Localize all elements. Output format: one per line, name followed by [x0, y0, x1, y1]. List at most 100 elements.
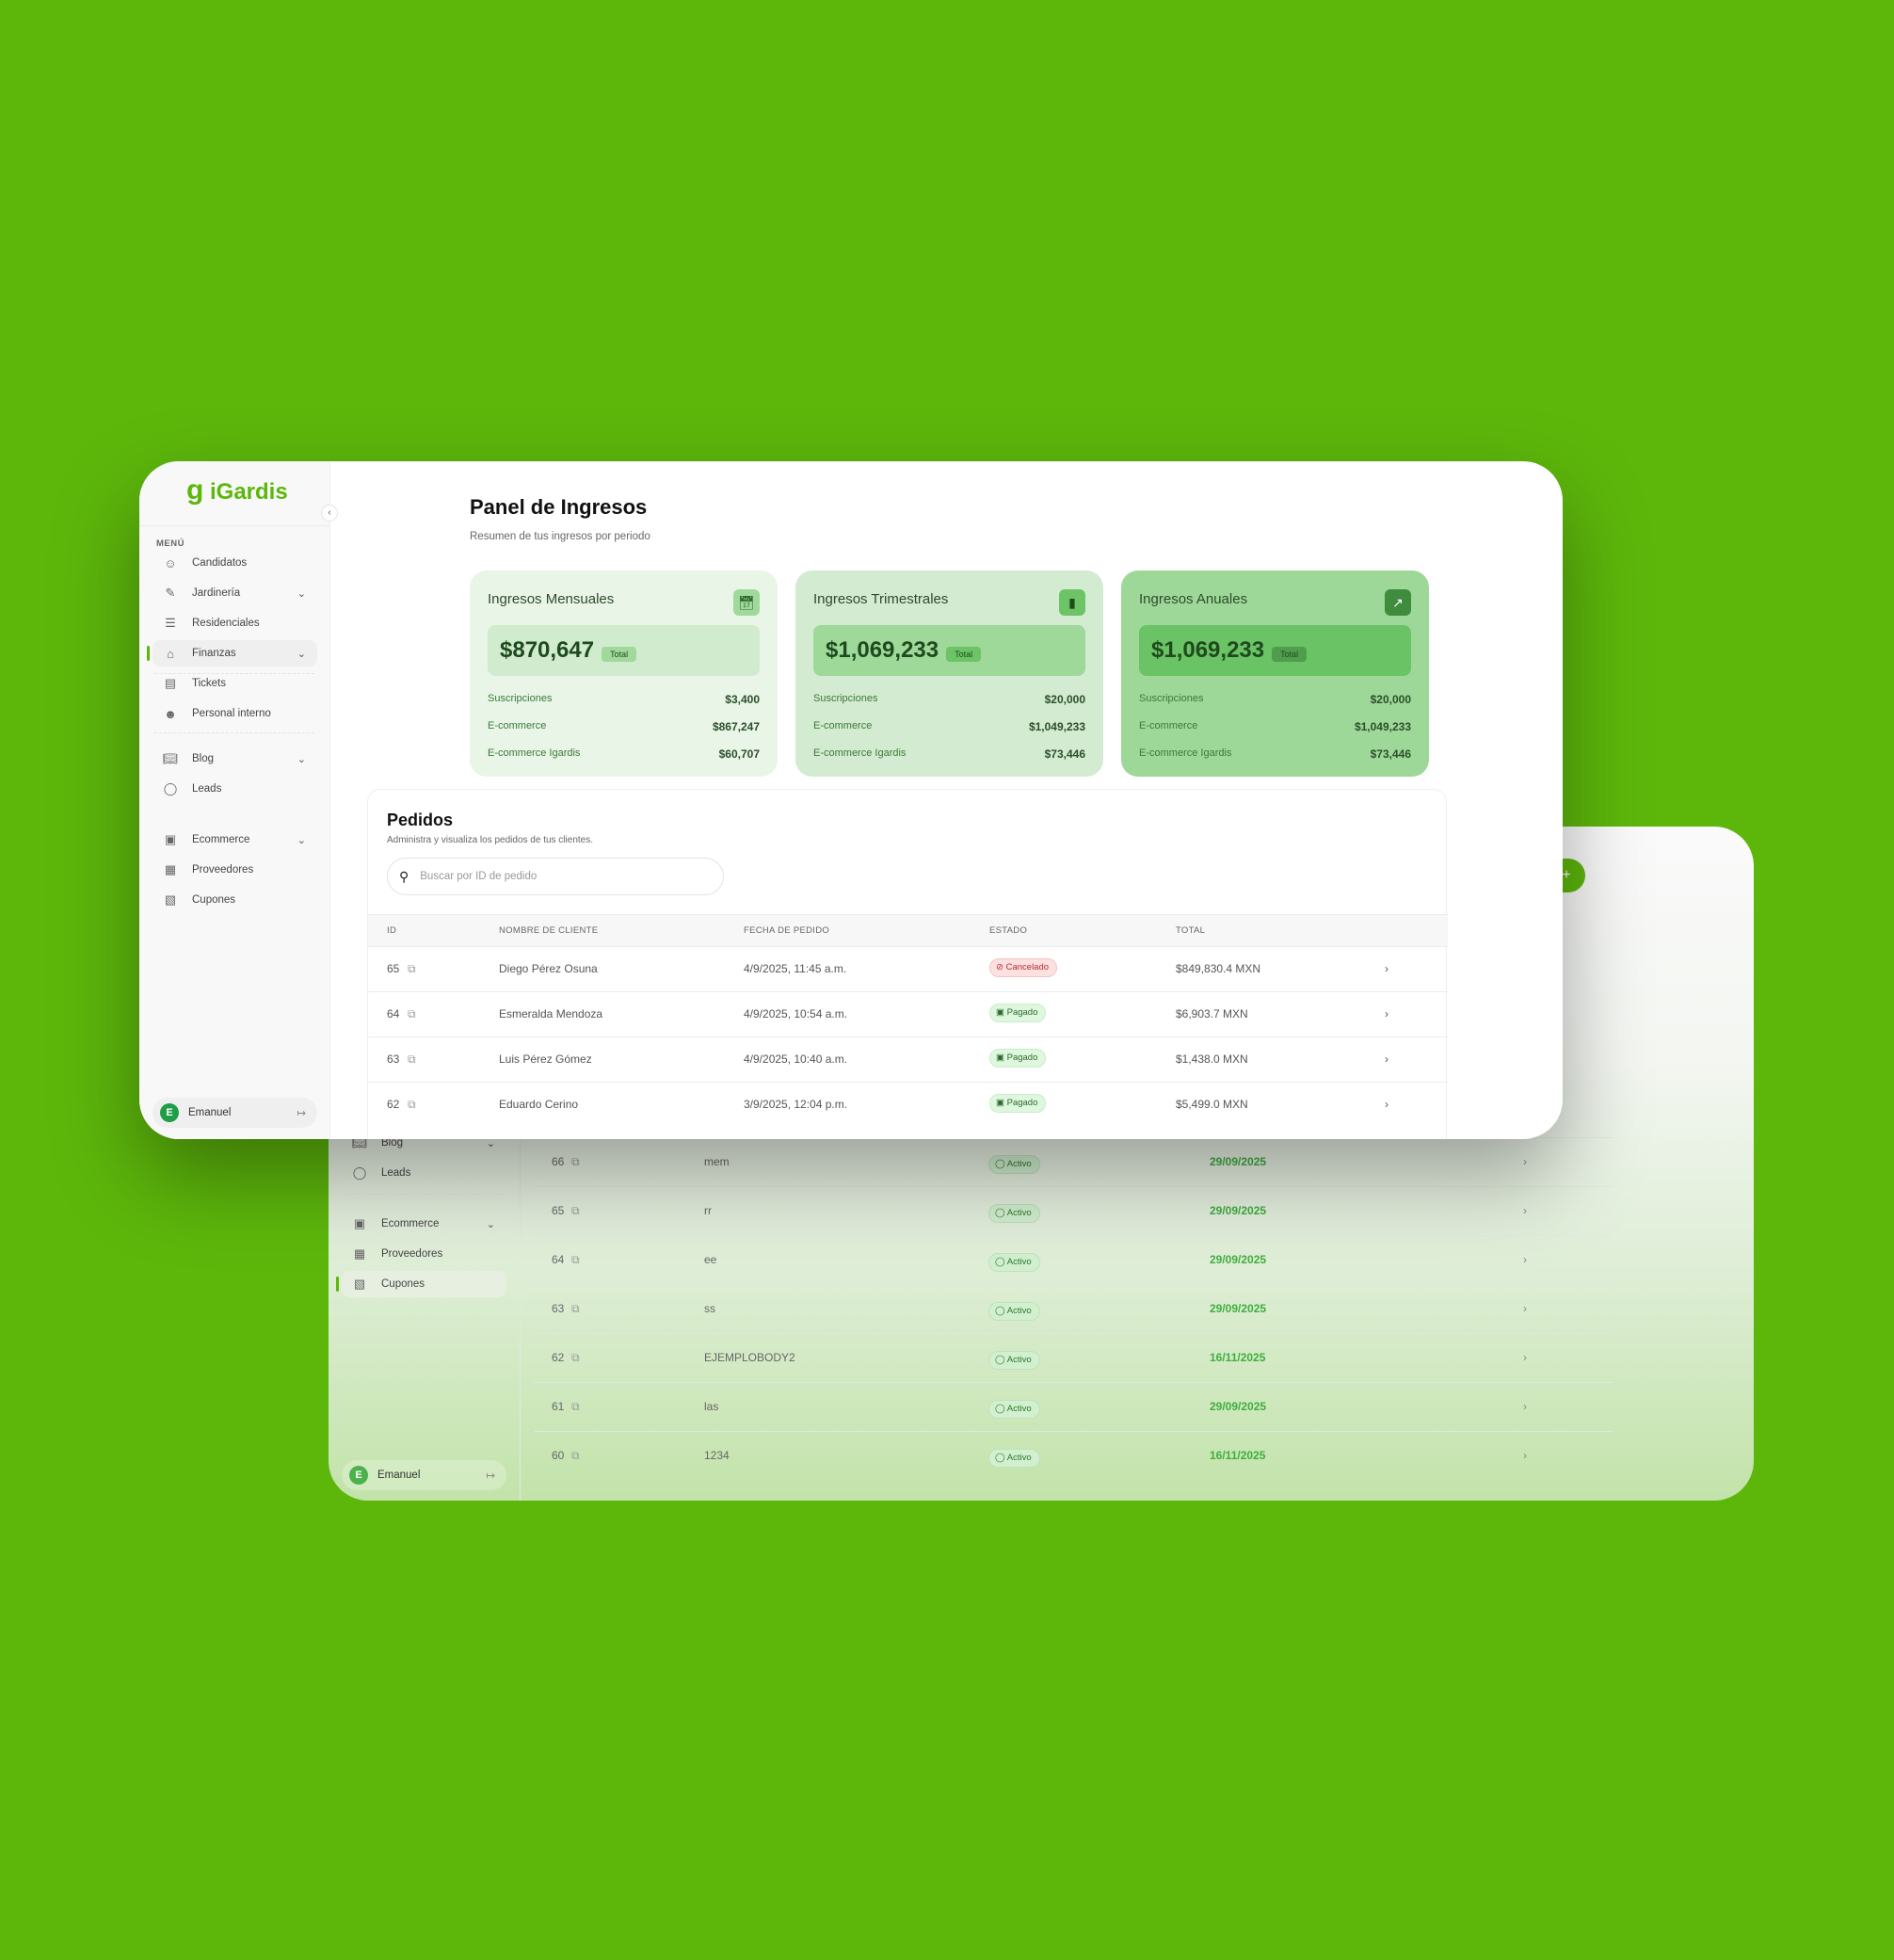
- sidebar-item-ecommerce[interactable]: ▣ Ecommerce ⌄: [152, 827, 317, 853]
- table-row[interactable]: 63 ⧉ Luis Pérez Gómez 4/9/2025, 10:40 a.m…: [368, 1036, 1448, 1082]
- search-input[interactable]: ⚲ Buscar por ID de pedido: [387, 858, 724, 895]
- chevron-right-icon[interactable]: ›: [1523, 1253, 1527, 1266]
- copy-icon[interactable]: ⧉: [571, 1400, 580, 1413]
- logout-icon[interactable]: ↦: [297, 1108, 306, 1119]
- logout-icon[interactable]: ↦: [486, 1470, 495, 1482]
- trend-up-icon: ↗: [1385, 589, 1411, 616]
- table-row[interactable]: 64 ⧉ Esmeralda Mendoza 4/9/2025, 10:54 a.…: [368, 991, 1448, 1036]
- label: Jardinería: [192, 587, 241, 599]
- bag-icon: ▣: [164, 832, 177, 846]
- orders-subtitle: Administra y visualiza los pedidos de tu…: [387, 835, 593, 845]
- column-header-name[interactable]: NOMBRE DE CLIENTE: [499, 925, 599, 936]
- copy-icon[interactable]: ⧉: [408, 962, 416, 975]
- table-row[interactable]: 65 ⧉ Diego Pérez Osuna 4/9/2025, 11:45 a.…: [368, 946, 1448, 991]
- column-header-total[interactable]: TOTAL: [1176, 925, 1206, 936]
- revenue-card: Ingresos Trimestrales ▮ $1,069,233 Total …: [795, 570, 1103, 777]
- status-badge: ◯ Activo: [988, 1204, 1040, 1223]
- sidebar-item-residenciales[interactable]: ☰ Residenciales: [152, 610, 317, 636]
- table-row[interactable]: 65 ⧉ rr ◯ Activo 29/09/2025 ›: [534, 1186, 1613, 1235]
- chevron-right-icon[interactable]: ›: [1385, 1052, 1388, 1066]
- sidebar-item-tickets[interactable]: ▤ Tickets: [152, 670, 317, 697]
- chevron-down-icon: ⌄: [297, 648, 306, 660]
- menu-label: MENÚ: [156, 538, 185, 549]
- table-row[interactable]: 63 ⧉ ss ◯ Activo 29/09/2025 ›: [534, 1284, 1613, 1333]
- orders-title: Pedidos: [387, 811, 454, 829]
- coupon-name: EJEMPLOBODY2: [704, 1351, 795, 1364]
- sidebar-item-proveedores[interactable]: ▦ Proveedores: [152, 857, 317, 883]
- sidebar-item-personal-interno[interactable]: ☻ Personal interno: [152, 700, 317, 727]
- coupon-name: mem: [704, 1155, 730, 1168]
- chevron-right-icon[interactable]: ›: [1523, 1400, 1527, 1413]
- copy-icon[interactable]: ⧉: [571, 1351, 580, 1364]
- table-header: ID NOMBRE DE CLIENTE FECHA DE PEDIDO EST…: [368, 914, 1448, 946]
- copy-icon[interactable]: ⧉: [571, 1155, 580, 1168]
- breakdown-label: E-commerce: [488, 720, 547, 731]
- breakdown-label: Suscripciones: [488, 693, 553, 704]
- chevron-down-icon: ⌄: [486, 1137, 495, 1149]
- table-row[interactable]: 61 ⧉ las ◯ Activo 29/09/2025 ›: [534, 1382, 1613, 1431]
- label: Leads: [381, 1167, 411, 1179]
- sidebar-item-blog[interactable]: 📖︎ Blog ⌄: [152, 746, 317, 772]
- copy-icon[interactable]: ⧉: [408, 1007, 416, 1020]
- logo-text: iGardis: [210, 479, 288, 505]
- sidebar-item-finanzas[interactable]: ⌂ Finanzas ⌄: [147, 640, 317, 667]
- user-profile[interactable]: E Emanuel ↦: [152, 1098, 317, 1128]
- chevron-right-icon[interactable]: ›: [1523, 1449, 1527, 1462]
- coupon-name: rr: [704, 1204, 712, 1217]
- total-amount: $1,069,233: [1151, 637, 1265, 663]
- calendar-icon: 📅︎: [733, 589, 760, 616]
- table-row[interactable]: 66 ⧉ mem ◯ Activo 29/09/2025 ›: [534, 1137, 1613, 1186]
- logo: g iGardis: [186, 474, 288, 506]
- status-badge: ▣ Pagado: [989, 1004, 1047, 1022]
- copy-icon[interactable]: ⧉: [571, 1253, 580, 1266]
- table-row[interactable]: 60 ⧉ 1234 ◯ Activo 16/11/2025 ›: [534, 1431, 1613, 1480]
- column-header-date[interactable]: FECHA DE PEDIDO: [744, 925, 830, 936]
- table-row[interactable]: 64 ⧉ ee ◯ Activo 29/09/2025 ›: [534, 1235, 1613, 1284]
- label: Blog: [381, 1137, 404, 1149]
- search-placeholder: Buscar por ID de pedido: [420, 871, 538, 882]
- chevron-right-icon[interactable]: ›: [1523, 1155, 1527, 1168]
- table-row[interactable]: 62 ⧉ Eduardo Cerino 3/9/2025, 12:04 p.m. …: [368, 1082, 1448, 1127]
- sidebar-item-cupones[interactable]: ▧ Cupones: [152, 887, 317, 913]
- sidebar-item-leads[interactable]: ◯ Leads: [152, 776, 317, 802]
- chevron-down-icon: ⌄: [486, 1218, 495, 1230]
- user-name: Emanuel: [377, 1470, 421, 1481]
- page-title: Panel de Ingresos: [470, 495, 648, 519]
- copy-icon[interactable]: ⧉: [571, 1302, 580, 1315]
- breakdown-row: E-commerce Igardis $60,707: [488, 747, 760, 761]
- revenue-card: Ingresos Anuales ↗ $1,069,233 Total Suscr…: [1121, 570, 1429, 777]
- chevron-right-icon[interactable]: ›: [1523, 1204, 1527, 1217]
- sidebar-item-proveedores[interactable]: ▦ Proveedores: [342, 1241, 506, 1267]
- chevron-right-icon[interactable]: ›: [1523, 1302, 1527, 1315]
- column-header-id[interactable]: ID: [387, 925, 397, 936]
- divider: [154, 732, 314, 733]
- table-row[interactable]: 62 ⧉ EJEMPLOBODY2 ◯ Activo 16/11/2025 ›: [534, 1333, 1613, 1382]
- chevron-right-icon[interactable]: ›: [1385, 1007, 1388, 1020]
- coupon-id: 66: [552, 1155, 565, 1168]
- coupon-date: 29/09/2025: [1210, 1400, 1267, 1413]
- sidebar-item-candidatos[interactable]: ☺ Candidatos: [152, 550, 317, 576]
- copy-icon[interactable]: ⧉: [408, 1098, 416, 1111]
- breakdown-value: $3,400: [725, 693, 760, 706]
- coupon-date: 16/11/2025: [1210, 1449, 1266, 1462]
- sidebar-item-jardinería[interactable]: ✎ Jardinería ⌄: [152, 580, 317, 606]
- breakdown-row: E-commerce Igardis $73,446: [813, 747, 1085, 761]
- chevron-right-icon[interactable]: ›: [1523, 1351, 1527, 1364]
- collapse-sidebar-button[interactable]: ‹: [321, 505, 338, 522]
- chevron-right-icon[interactable]: ›: [1385, 1098, 1388, 1111]
- fence-icon: ☰: [165, 616, 176, 630]
- sidebar-item-ecommerce[interactable]: ▣ Ecommerce ⌄: [342, 1211, 506, 1237]
- copy-icon[interactable]: ⧉: [571, 1449, 580, 1462]
- column-header-status[interactable]: ESTADO: [989, 925, 1028, 936]
- status-badge: ⊘ Cancelado: [989, 958, 1058, 977]
- chevron-right-icon[interactable]: ›: [1385, 962, 1388, 975]
- orders-panel: Pedidos Administra y visualiza los pedid…: [367, 789, 1448, 1139]
- copy-icon[interactable]: ⧉: [571, 1204, 580, 1217]
- status-badge: ◯ Activo: [988, 1253, 1040, 1272]
- avatar: E: [349, 1466, 368, 1485]
- copy-icon[interactable]: ⧉: [408, 1052, 416, 1066]
- order-date: 4/9/2025, 10:40 a.m.: [744, 1052, 848, 1066]
- sidebar-item-leads[interactable]: ◯ Leads: [342, 1160, 506, 1186]
- user-profile[interactable]: E Emanuel ↦: [342, 1460, 506, 1490]
- sidebar-item-cupones[interactable]: ▧ Cupones: [336, 1271, 506, 1297]
